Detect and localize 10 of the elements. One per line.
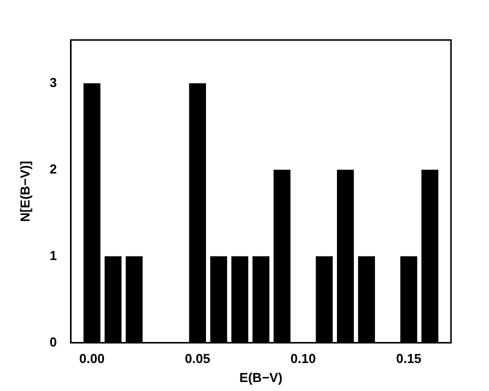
x-tick-label: 0.15 <box>396 351 422 366</box>
y-tick-label: 1 <box>50 248 57 263</box>
y-tick-label: 2 <box>50 161 57 176</box>
y-tick-label: 3 <box>50 74 57 90</box>
x-axis-title: E(B−V) <box>239 370 282 385</box>
x-tick-label: 0.00 <box>79 351 105 366</box>
x-tick-label: 0.10 <box>290 351 316 366</box>
y-axis-title: N[E(B−V)] <box>17 160 32 222</box>
y-tick-label: 0 <box>50 334 57 350</box>
x-tick-label: 0.05 <box>184 351 210 366</box>
